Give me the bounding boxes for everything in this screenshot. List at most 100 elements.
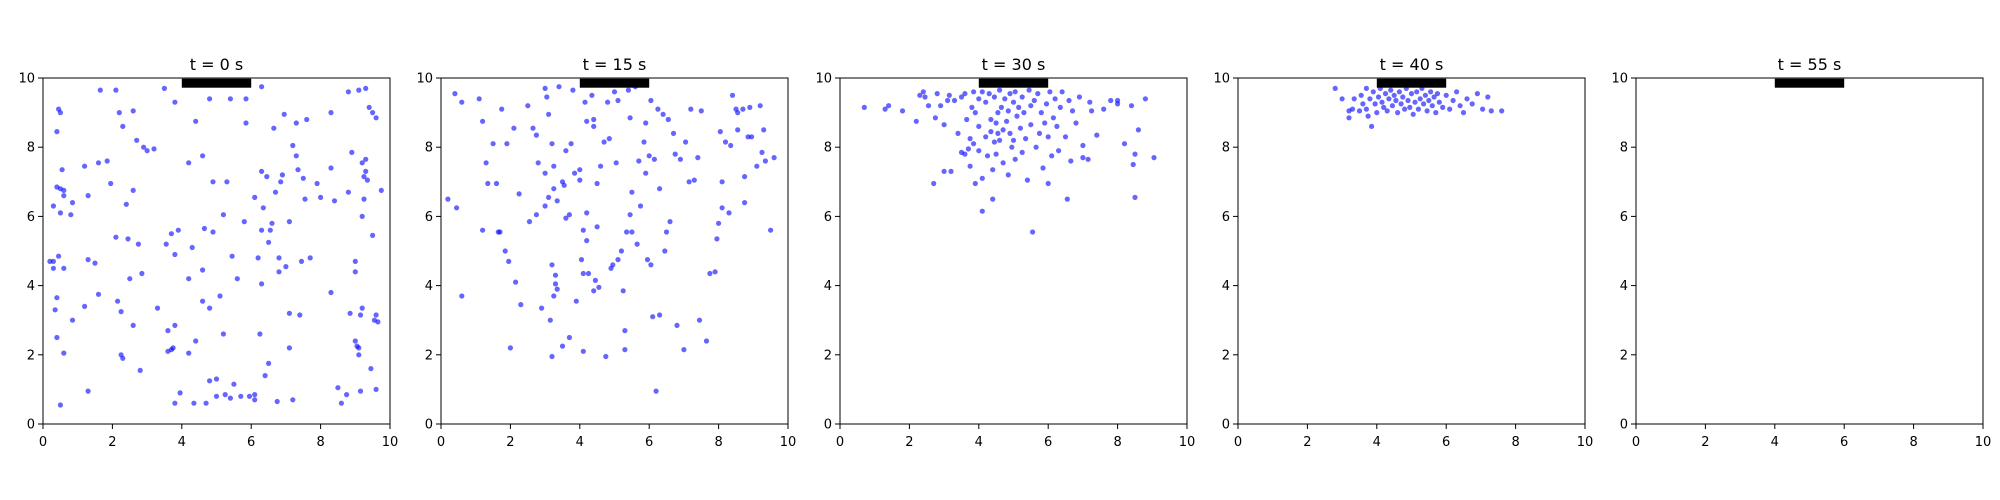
data-point	[193, 338, 199, 344]
data-point	[1454, 89, 1460, 95]
data-point	[1410, 111, 1416, 117]
data-point	[361, 196, 367, 202]
data-point	[154, 305, 161, 311]
data-point	[922, 94, 928, 100]
data-point	[712, 269, 718, 275]
data-point	[1396, 89, 1402, 95]
data-point	[1043, 101, 1050, 107]
data-point	[95, 291, 102, 297]
data-point	[993, 151, 999, 157]
data-point	[238, 393, 244, 399]
data-point	[54, 295, 60, 301]
data-point	[359, 160, 365, 166]
data-point	[151, 146, 157, 152]
data-point	[1028, 103, 1034, 109]
y-tick-label: 0	[1222, 418, 1230, 433]
data-point	[650, 314, 656, 320]
y-tick-label: 4	[27, 279, 35, 294]
data-point	[175, 227, 181, 233]
data-point	[615, 97, 621, 104]
data-point	[1370, 89, 1376, 95]
data-point	[657, 186, 663, 192]
data-point	[1121, 141, 1128, 147]
x-tick-label: 10	[382, 435, 399, 450]
data-point	[1010, 137, 1017, 143]
data-point	[375, 319, 381, 325]
data-point	[757, 103, 763, 109]
data-point	[278, 179, 284, 185]
data-point	[283, 264, 289, 270]
data-point	[252, 392, 258, 398]
data-point	[82, 163, 88, 169]
subplot-3: 0 2 4 6 8 10 0 2 4 6 8 10 t = 30 s	[815, 55, 1195, 450]
data-point	[740, 106, 746, 112]
data-point	[549, 262, 555, 268]
y-tick-label: 6	[27, 210, 35, 225]
data-point	[168, 231, 174, 237]
data-point	[1108, 97, 1114, 104]
data-point	[526, 219, 533, 225]
data-point	[125, 236, 131, 242]
data-point	[1407, 104, 1413, 110]
data-point	[364, 177, 370, 183]
data-point	[1395, 110, 1401, 116]
data-point	[582, 99, 588, 105]
data-point	[165, 328, 171, 334]
data-point	[592, 277, 599, 283]
y-tick-label: 6	[1620, 210, 1628, 225]
y-tick-label: 8	[1620, 141, 1628, 156]
data-point	[356, 352, 362, 358]
data-point	[85, 388, 91, 394]
data-point	[139, 270, 145, 277]
data-point	[1073, 120, 1079, 126]
data-point	[572, 170, 578, 176]
data-point	[976, 123, 982, 129]
data-point	[227, 96, 233, 102]
data-point	[485, 180, 491, 187]
data-point	[266, 360, 272, 366]
y-tick-label: 2	[1222, 348, 1230, 363]
data-point	[643, 120, 649, 126]
y-tick-label: 2	[27, 348, 35, 363]
top-bar	[1376, 78, 1447, 88]
y-tick-label: 0	[824, 418, 832, 433]
data-point	[542, 170, 548, 176]
data-point	[1040, 165, 1046, 171]
data-point	[281, 111, 287, 117]
data-point	[549, 353, 555, 360]
data-point	[561, 182, 567, 188]
data-point	[686, 179, 692, 185]
data-point	[627, 115, 633, 121]
data-point	[962, 91, 968, 97]
y-tick-label: 10	[416, 72, 433, 87]
data-point	[570, 87, 576, 93]
data-point	[1017, 125, 1024, 131]
x-tick-label: 4	[178, 435, 186, 450]
data-point	[984, 153, 991, 159]
data-point	[57, 402, 64, 408]
data-point	[1033, 144, 1039, 150]
data-point	[297, 312, 303, 318]
data-point	[1142, 96, 1148, 102]
data-point	[363, 168, 369, 174]
data-point	[549, 141, 555, 147]
data-point	[691, 177, 697, 183]
data-point	[899, 108, 906, 114]
data-point	[220, 331, 226, 337]
data-point	[130, 187, 136, 193]
data-point	[589, 92, 595, 98]
data-point	[193, 118, 199, 124]
data-point	[580, 270, 586, 277]
data-point	[172, 400, 178, 406]
data-point	[1402, 106, 1408, 112]
data-point	[742, 174, 748, 180]
data-point	[217, 293, 223, 299]
y-tick-label: 4	[1222, 279, 1230, 294]
data-point	[1062, 134, 1069, 140]
data-point	[573, 298, 579, 304]
data-point	[719, 179, 725, 185]
data-point	[262, 373, 268, 379]
x-tick-label: 0	[1632, 435, 1640, 450]
data-point	[1379, 99, 1385, 105]
data-point	[1480, 106, 1486, 112]
